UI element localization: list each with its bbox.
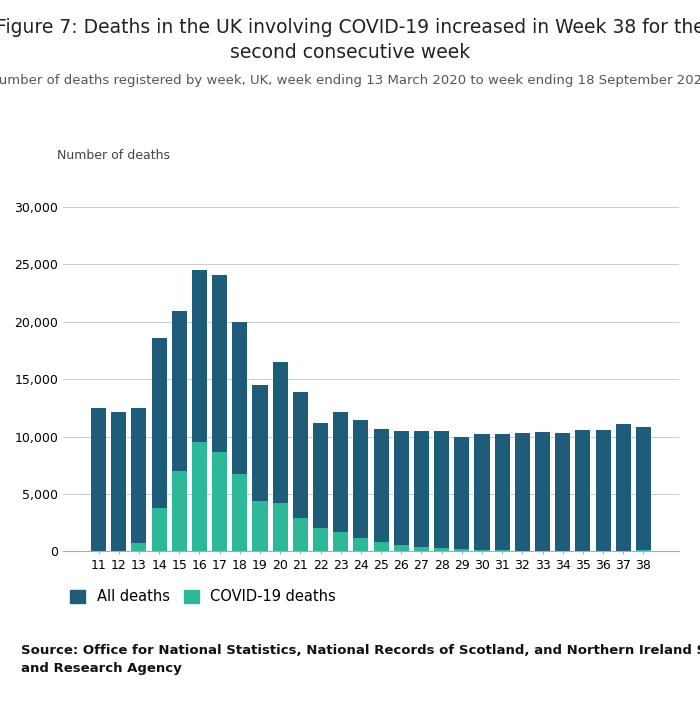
Bar <box>212 274 228 551</box>
Bar <box>374 428 388 551</box>
Bar <box>374 542 388 551</box>
Text: Source: Office for National Statistics, National Records of Scotland, and Northe: Source: Office for National Statistics, … <box>21 644 700 675</box>
Bar <box>293 518 308 551</box>
Text: Number of deaths: Number of deaths <box>57 148 170 162</box>
Bar <box>596 430 610 551</box>
Bar <box>232 474 247 551</box>
Bar <box>172 311 187 551</box>
Bar <box>414 431 429 551</box>
Bar <box>272 503 288 551</box>
Bar <box>434 548 449 551</box>
Bar <box>393 544 409 551</box>
Bar <box>535 432 550 551</box>
Bar <box>132 408 146 551</box>
Bar <box>616 424 631 551</box>
Bar <box>475 550 489 551</box>
Legend: All deaths, COVID-19 deaths: All deaths, COVID-19 deaths <box>70 589 336 604</box>
Bar <box>212 452 228 551</box>
Bar <box>575 430 591 551</box>
Bar <box>132 544 146 551</box>
Bar <box>253 385 267 551</box>
Bar <box>354 537 368 551</box>
Bar <box>333 412 349 551</box>
Bar <box>636 427 651 551</box>
Bar <box>232 322 247 551</box>
Bar <box>636 549 651 551</box>
Bar <box>514 433 530 551</box>
Bar <box>313 529 328 551</box>
Bar <box>313 423 328 551</box>
Bar <box>454 549 470 551</box>
Bar <box>414 547 429 551</box>
Bar <box>192 270 207 551</box>
Bar <box>293 392 308 551</box>
Bar <box>354 421 368 551</box>
Bar <box>253 501 267 551</box>
Bar <box>172 471 187 551</box>
Bar <box>111 412 126 551</box>
Bar <box>151 338 167 551</box>
Bar <box>272 362 288 551</box>
Bar <box>495 550 510 551</box>
Bar <box>393 431 409 551</box>
Bar <box>454 436 470 551</box>
Text: Number of deaths registered by week, UK, week ending 13 March 2020 to week endin: Number of deaths registered by week, UK,… <box>0 74 700 87</box>
Bar <box>495 434 510 551</box>
Bar <box>151 508 167 551</box>
Bar <box>475 434 489 551</box>
Bar <box>192 443 207 551</box>
Text: Figure 7: Deaths in the UK involving COVID-19 increased in Week 38 for the
secon: Figure 7: Deaths in the UK involving COV… <box>0 18 700 62</box>
Bar <box>555 433 570 551</box>
Bar <box>434 431 449 551</box>
Bar <box>333 532 349 551</box>
Bar <box>91 408 106 551</box>
